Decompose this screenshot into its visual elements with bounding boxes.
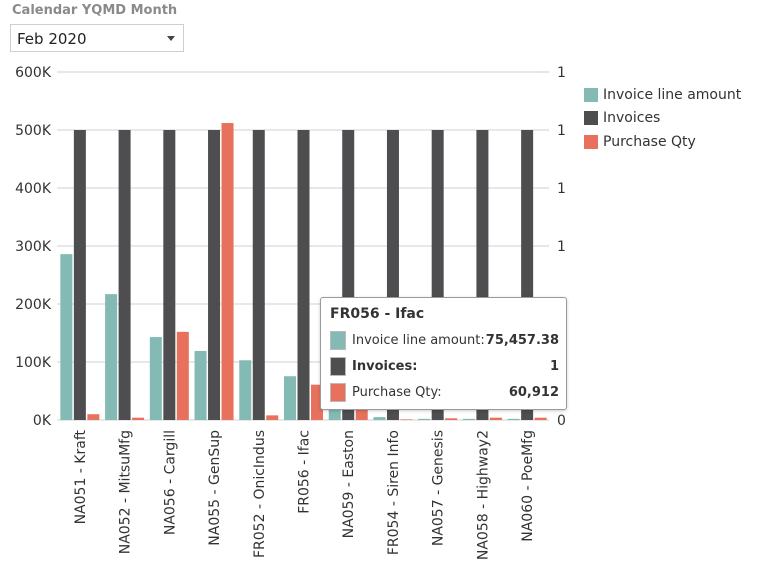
- y-tick-label: 500K: [15, 123, 52, 139]
- legend-item-purchase-qty[interactable]: Purchase Qty: [584, 130, 741, 154]
- tooltip-value: 75,457.38: [485, 332, 559, 348]
- y-tick-label: 600K: [15, 65, 52, 81]
- y-axis-left: 0K 100K 200K 300K 400K 500K 600K: [15, 65, 52, 429]
- legend-label: Invoice line amount: [603, 86, 742, 103]
- x-tick-label: FR054 - Siren Info: [386, 430, 402, 555]
- y-tick-label: 0K: [33, 413, 52, 429]
- y-tick-label: 100K: [15, 355, 52, 371]
- tooltip-row-invoice-line-amount: Invoice line amount: 75,457.38: [330, 329, 559, 351]
- bar-invoices[interactable]: [208, 130, 221, 420]
- y2-tick-label: 1: [557, 123, 566, 139]
- bar-purchase-qty[interactable]: [534, 417, 547, 420]
- tooltip-swatch: [330, 356, 346, 376]
- x-tick-label: FR052 - OnicIndus: [252, 430, 268, 558]
- legend-label: Invoices: [603, 110, 661, 127]
- bar-purchase-qty[interactable]: [221, 123, 234, 420]
- legend-label: Purchase Qty: [603, 133, 696, 150]
- bar-purchase-qty[interactable]: [445, 418, 458, 420]
- y2-tick-label: 1: [557, 65, 566, 81]
- tooltip-label: Purchase Qty:: [352, 384, 442, 400]
- tooltip-label: Invoices:: [352, 358, 418, 374]
- bar-invoices[interactable]: [252, 130, 265, 420]
- tooltip-value: 1: [549, 358, 559, 374]
- legend: Invoice line amount Invoices Purchase Qt…: [584, 83, 741, 154]
- bar-invoice-line-amount[interactable]: [373, 417, 386, 420]
- x-tick-label: NA051 - Kraft: [73, 430, 89, 525]
- chevron-down-icon: [167, 36, 175, 41]
- bar-invoice-line-amount[interactable]: [462, 418, 475, 420]
- bar-purchase-qty[interactable]: [266, 415, 279, 420]
- bar-purchase-qty[interactable]: [87, 414, 100, 420]
- tooltip-label: Invoice line amount:: [352, 332, 485, 348]
- bar-purchase-qty[interactable]: [132, 417, 145, 420]
- month-dropdown[interactable]: Feb 2020: [10, 24, 184, 52]
- x-tick-label: NA059 - Easton: [341, 430, 357, 538]
- y-tick-label: 300K: [15, 239, 52, 255]
- bar-invoice-line-amount[interactable]: [418, 418, 431, 420]
- bar-invoices[interactable]: [163, 130, 176, 420]
- month-dropdown-value: Feb 2020: [17, 30, 87, 48]
- bar-invoice-line-amount[interactable]: [284, 376, 296, 420]
- x-tick-label: NA052 - MitsuMfg: [118, 430, 134, 554]
- x-tick-label: NA057 - Genesis: [431, 430, 447, 546]
- bar-invoice-line-amount[interactable]: [105, 294, 118, 420]
- x-tick-label: NA056 - Cargill: [162, 430, 178, 535]
- tooltip-swatch: [330, 382, 346, 402]
- y2-tick-label: 1: [557, 181, 566, 197]
- bar-invoices[interactable]: [297, 130, 310, 420]
- bar-purchase-qty[interactable]: [176, 331, 189, 420]
- y-tick-label: 400K: [15, 181, 52, 197]
- x-tick-label: NA055 - GenSup: [207, 430, 223, 546]
- y2-tick-label: 0: [557, 413, 566, 429]
- tooltip-row-invoices: Invoices: 1: [330, 355, 559, 377]
- bar-invoices[interactable]: [73, 130, 86, 420]
- x-tick-label: NA058 - Highway2: [475, 430, 491, 560]
- x-tick-label: FR056 - Ifac: [297, 430, 313, 514]
- x-tick-label: NA060 - PoeMfg: [520, 430, 536, 542]
- tooltip-value: 60,912: [508, 384, 559, 400]
- legend-swatch: [584, 87, 598, 102]
- x-axis: NA051 - Kraft NA052 - MitsuMfg NA056 - Car…: [73, 430, 536, 561]
- y2-tick-label: 1: [557, 239, 566, 255]
- tooltip-row-purchase-qty: Purchase Qty: 60,912: [330, 381, 559, 403]
- tooltip: FR056 - Ifac Invoice line amount: 75,457…: [320, 297, 567, 410]
- filter-label: Calendar YQMD Month: [12, 3, 178, 18]
- bar-invoice-line-amount[interactable]: [60, 254, 73, 420]
- bar-invoice-line-amount[interactable]: [149, 337, 162, 420]
- bar-invoice-line-amount[interactable]: [507, 418, 520, 420]
- tooltip-swatch: [330, 330, 346, 350]
- bar-purchase-qty[interactable]: [489, 417, 502, 420]
- legend-swatch: [584, 134, 598, 149]
- y-axis-right: 0 1 1 1 1: [534, 65, 566, 429]
- tooltip-title: FR056 - Ifac: [330, 306, 425, 322]
- bar-invoice-line-amount[interactable]: [194, 350, 207, 420]
- legend-item-invoice-line-amount[interactable]: Invoice line amount: [584, 83, 741, 107]
- legend-swatch: [584, 111, 598, 126]
- bar-invoice-line-amount[interactable]: [239, 360, 252, 420]
- y-tick-label: 200K: [15, 297, 52, 313]
- legend-item-invoices[interactable]: Invoices: [584, 107, 741, 131]
- bar-invoices[interactable]: [118, 130, 131, 420]
- bar-purchase-qty[interactable]: [400, 419, 413, 420]
